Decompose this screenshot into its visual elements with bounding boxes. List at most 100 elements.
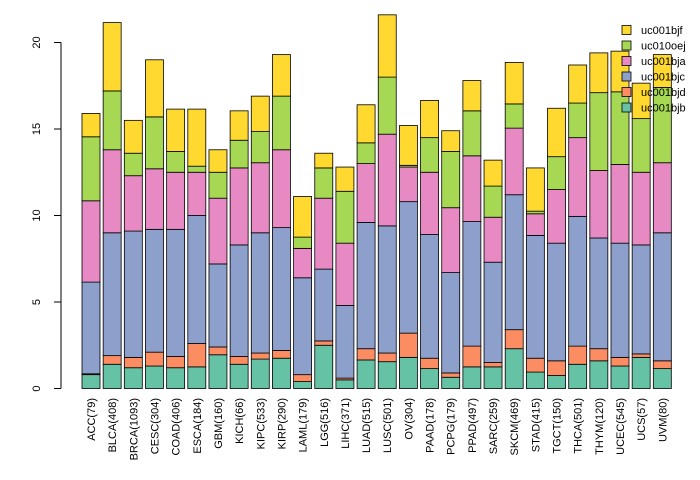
bar-segment (441, 376, 461, 389)
bar-segment (547, 375, 566, 389)
bar-segment (187, 108, 207, 167)
bar-segment (568, 215, 588, 347)
bar-segment (568, 345, 588, 365)
bar-segment (145, 351, 164, 367)
bar-segment (462, 110, 482, 157)
bar-segment (356, 222, 376, 350)
bar-segment (568, 137, 588, 217)
x-tick-label: SKCM(469) (509, 398, 521, 455)
bar-segment (335, 305, 355, 379)
x-tick-label: SARC(259) (488, 398, 500, 454)
bar-segment (166, 151, 186, 173)
bar-segment (504, 348, 524, 389)
bar-segment (631, 82, 651, 120)
bar-segment (356, 104, 376, 144)
bar-segment (483, 185, 503, 218)
bar-segment (81, 200, 101, 283)
x-tick-label: OV(304) (403, 398, 415, 440)
bar-segment (229, 363, 249, 389)
x-tick-label: THYM(120) (594, 398, 606, 455)
bar-segment (187, 366, 207, 389)
y-axis: 0 5 10 15 20 (31, 36, 62, 392)
bar-segment (123, 119, 143, 154)
bar-segment (81, 281, 101, 375)
bar-segment (525, 234, 545, 359)
bar-segment (441, 372, 461, 378)
legend-label: uc001bjb (641, 103, 686, 115)
bar-segment (166, 171, 186, 230)
bar-segment (335, 190, 355, 244)
bar-segment (589, 360, 609, 389)
bar-segment (377, 352, 397, 363)
bar-segment (377, 133, 397, 227)
y-tick-label: 20 (31, 36, 43, 48)
bar-segment (356, 142, 376, 164)
bar-segment (145, 59, 164, 118)
x-tick-label: UVM(80) (657, 398, 669, 442)
legend-swatch (621, 40, 632, 51)
bar-segment (145, 228, 164, 353)
bar-segment (293, 196, 313, 238)
legend-label: uc001bja (641, 56, 687, 68)
bar-segment (356, 163, 376, 223)
bar-segment (631, 244, 651, 355)
bar-segment (525, 167, 545, 212)
bar-segment (229, 167, 249, 246)
legend-swatch (621, 56, 632, 66)
bar-segment (314, 268, 334, 342)
x-tick-label: ESCA(184) (192, 398, 204, 454)
bar-segment (483, 366, 503, 389)
bar-segment (568, 64, 588, 104)
x-tick-label: THCA(501) (573, 398, 585, 454)
bars-layer (81, 14, 672, 389)
bar-segment (208, 149, 228, 173)
bar-segment (652, 54, 672, 88)
bar-segment (208, 197, 228, 265)
bar-segment (229, 244, 249, 357)
legend-label: uc001bjd (641, 87, 686, 99)
legend-label: uc010oej (641, 41, 686, 53)
bar-segment (272, 54, 291, 97)
bar-segment (420, 100, 439, 139)
bar-segment (504, 103, 524, 129)
bar-segment (145, 168, 164, 230)
bar-segment (314, 152, 334, 169)
bar-segment (208, 171, 228, 199)
bar-segment (483, 261, 503, 363)
legend-label: uc001bjc (641, 72, 686, 84)
bar-segment (547, 360, 566, 376)
x-tick-label: ACC(79) (86, 398, 98, 441)
bar-segment (420, 357, 439, 370)
bar-segment (102, 22, 122, 92)
x-tick-label: UCEC(545) (615, 398, 627, 455)
bar-segment (610, 242, 630, 358)
x-tick-label: GBM(160) (213, 398, 225, 449)
bar-segment (314, 197, 334, 270)
bar-segment (250, 95, 270, 132)
bar-segment (272, 357, 291, 389)
bar-segment (504, 127, 524, 196)
bar-segment (229, 139, 249, 169)
x-tick-label: UCS(57) (636, 398, 648, 441)
bar-segment (187, 171, 207, 216)
x-tick-label: PAAD(178) (425, 398, 437, 453)
legend-swatch (621, 25, 632, 35)
x-tick-label: PPAD(497) (467, 398, 479, 453)
bar-segment (420, 137, 439, 173)
bar-segment (398, 166, 418, 203)
bar-segment (441, 272, 461, 374)
bar-segment (293, 247, 313, 279)
bar-segment (102, 149, 122, 234)
bar-segment (81, 374, 101, 389)
bar-segment (547, 242, 566, 362)
bar-segment (504, 194, 524, 331)
bar-segment (293, 236, 313, 249)
bar-segment (547, 156, 566, 190)
x-tick-label: PCPG(179) (446, 398, 458, 455)
legend-swatch (621, 87, 632, 97)
bar-segment (441, 151, 461, 209)
bar-segment (229, 356, 249, 365)
legend-swatch (621, 102, 632, 113)
bar-segment (610, 365, 630, 389)
